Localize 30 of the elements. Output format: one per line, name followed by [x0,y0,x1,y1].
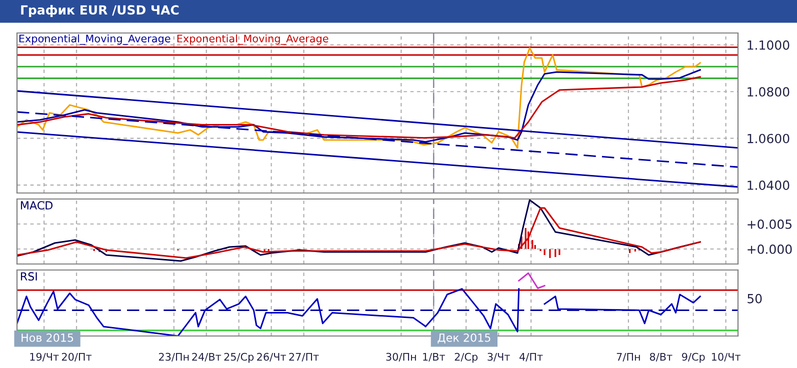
x-tick-label: 7/Пн [616,352,640,362]
annotation: Дек 2015 [438,333,490,344]
y-tick-label: 1.0400 [748,180,790,190]
x-tick-label: 1/Вт [423,352,446,362]
x-tick-label: 3/Чт [488,352,510,362]
x-tick-label: 19/Чт [30,352,59,362]
x-tick-label: 9/Ср [682,352,705,363]
chart-title: График EUR /USD ЧАС [21,4,179,18]
x-tick-label: 23/Пн [158,352,189,362]
x-tick-label: 27/Пт [289,352,319,362]
text: Exponential_Moving_Average [177,34,328,45]
y-tick-label: +0.000 [748,244,792,254]
y-tick-label: 1.1000 [748,40,790,50]
chart-title: RSI [20,272,37,281]
annotation: Нов 2015 [22,333,74,342]
text: Exponential_Moving_Average [19,34,170,45]
y-tick-label: 1.0600 [748,134,790,144]
x-tick-label: 4/Пт [520,352,543,362]
y-tick-label: +0.005 [748,219,792,229]
x-tick-label: 26/Чт [257,352,286,362]
text: 50 [748,294,762,304]
chart-title: MACD [20,201,53,210]
x-tick-label: 2/Ср [454,352,478,363]
x-tick-label: 30/Пн [386,352,416,362]
x-tick-label: 10/Чт [712,352,741,362]
x-tick-label: 25/Ср [224,352,254,363]
x-tick-label: 8/Вт [650,352,672,362]
y-tick-label: 1.0800 [748,87,790,97]
x-tick-label: 24/Вт [192,352,222,362]
x-tick-label: 20/Пт [62,352,92,362]
